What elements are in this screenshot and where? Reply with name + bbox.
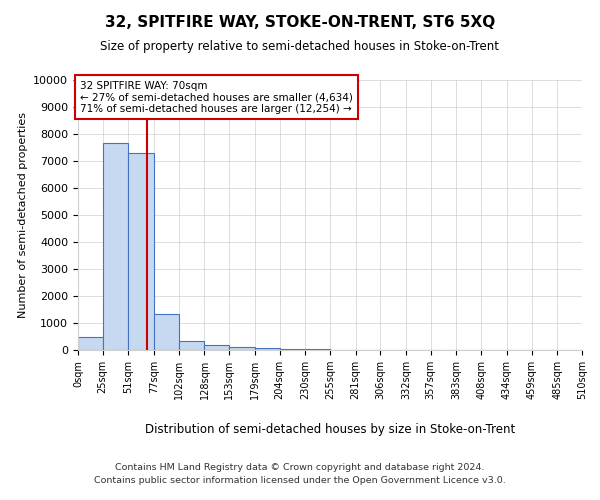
Bar <box>103 144 128 350</box>
Y-axis label: Number of semi-detached properties: Number of semi-detached properties <box>18 112 28 318</box>
Text: 32, SPITFIRE WAY, STOKE-ON-TRENT, ST6 5XQ: 32, SPITFIRE WAY, STOKE-ON-TRENT, ST6 5X… <box>105 15 495 30</box>
Bar <box>154 314 179 350</box>
Bar <box>128 153 154 350</box>
Bar <box>78 336 103 350</box>
Bar <box>229 348 255 350</box>
Text: Size of property relative to semi-detached houses in Stoke-on-Trent: Size of property relative to semi-detach… <box>101 40 499 53</box>
Text: Contains public sector information licensed under the Open Government Licence v3: Contains public sector information licen… <box>94 476 506 485</box>
Bar <box>280 348 305 350</box>
Bar <box>255 348 280 350</box>
Text: Distribution of semi-detached houses by size in Stoke-on-Trent: Distribution of semi-detached houses by … <box>145 422 515 436</box>
Text: 32 SPITFIRE WAY: 70sqm
← 27% of semi-detached houses are smaller (4,634)
71% of : 32 SPITFIRE WAY: 70sqm ← 27% of semi-det… <box>80 80 353 114</box>
Bar <box>205 344 229 350</box>
Bar <box>179 340 205 350</box>
Text: Contains HM Land Registry data © Crown copyright and database right 2024.: Contains HM Land Registry data © Crown c… <box>115 462 485 471</box>
